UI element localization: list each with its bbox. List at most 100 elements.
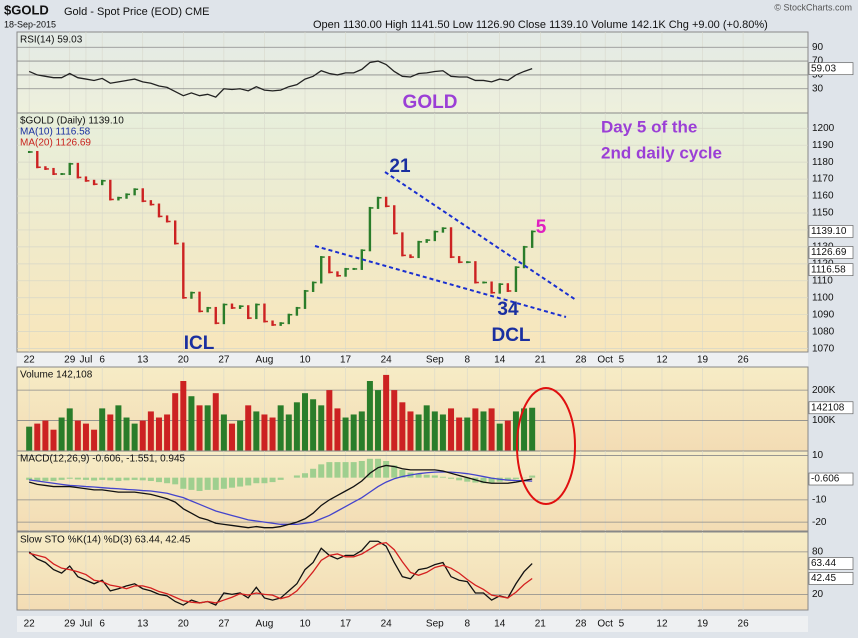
- volume-bar: [448, 408, 455, 451]
- volume-bar: [196, 405, 203, 451]
- x-tick-label: Jul: [80, 355, 93, 366]
- histogram-bar: [180, 477, 187, 489]
- histogram-bar: [326, 462, 333, 478]
- value-badge-label: 59.03: [811, 63, 836, 74]
- panel-label: MA(10) 1116.58: [20, 127, 91, 138]
- panel-background: [16, 112, 809, 353]
- histogram-bar: [131, 477, 138, 480]
- histogram-bar: [66, 477, 73, 479]
- price-bar: [84, 176, 88, 182]
- x-tick-label: 26: [738, 619, 750, 630]
- price-bar: [174, 220, 177, 245]
- annotation: 34: [497, 299, 519, 320]
- value-badge: [808, 472, 854, 486]
- credit: © StockCharts.com: [774, 2, 852, 12]
- y-tick-label: 200K: [812, 385, 836, 396]
- histogram-bar: [448, 477, 455, 479]
- x-tick-label: 27: [218, 355, 230, 366]
- histogram-bar: [399, 469, 406, 478]
- y-tick-label: 100K: [812, 415, 836, 426]
- date: 18-Sep-2015: [4, 19, 56, 29]
- x-tick-label: 24: [381, 619, 393, 630]
- x-tick-label: 27: [218, 619, 230, 630]
- histogram-bar: [155, 477, 162, 483]
- value-badge: [808, 263, 854, 277]
- y-tick-label: 1080: [812, 326, 835, 337]
- price-bar: [368, 206, 372, 252]
- histogram-bar: [358, 461, 365, 478]
- histogram-bar: [164, 477, 171, 484]
- x-tick-label: Aug: [256, 619, 274, 630]
- histogram-bar: [74, 477, 81, 480]
- y-tick-label: 50: [812, 70, 824, 81]
- x-tick-label: Oct: [597, 619, 613, 630]
- x-axis-band: [17, 352, 808, 368]
- price-bar: [263, 303, 266, 323]
- volume-bar: [164, 414, 171, 451]
- x-tick-label: 22: [24, 355, 36, 366]
- volume-bar: [504, 420, 511, 451]
- volume-bar: [139, 420, 146, 451]
- x-tick-label: 28: [575, 355, 587, 366]
- price-bar: [206, 306, 209, 313]
- volume-bar: [82, 423, 89, 451]
- volume-bar: [228, 423, 235, 451]
- histogram-bar: [50, 477, 57, 481]
- volume-bar: [212, 393, 219, 451]
- annotation: Day 5 of the: [601, 117, 697, 136]
- histogram-bar: [366, 458, 373, 478]
- histogram-bar: [253, 477, 260, 484]
- line: [28, 540, 533, 606]
- price-bar: [149, 200, 153, 206]
- x-tick-label: 20: [178, 619, 190, 630]
- x-tick-label: 5: [619, 355, 625, 366]
- price-bar: [125, 193, 128, 199]
- price-bar: [190, 291, 193, 299]
- price-bar: [474, 261, 477, 284]
- highlight-ellipse: [516, 387, 576, 505]
- x-tick-label: Jul: [80, 619, 93, 630]
- volume-bar: [261, 414, 268, 451]
- y-tick-label: 10: [812, 450, 824, 461]
- x-tick-label: Sep: [426, 619, 444, 630]
- y-tick-label: 80: [812, 546, 824, 557]
- histogram-bar: [277, 477, 284, 480]
- x-tick-label: 10: [299, 619, 311, 630]
- volume-bar: [277, 405, 284, 451]
- histogram-bar: [58, 477, 65, 480]
- histogram-bar: [139, 477, 146, 481]
- price-bar: [36, 150, 39, 169]
- price-bar: [384, 196, 388, 208]
- annotation: 5: [536, 217, 547, 238]
- x-tick-label: 13: [137, 355, 149, 366]
- y-tick-label: -10: [812, 495, 827, 506]
- x-tick-label: 29: [64, 355, 76, 366]
- histogram-bar: [529, 475, 536, 478]
- histogram-bar: [123, 477, 130, 481]
- x-tick-label: 20: [178, 355, 190, 366]
- volume-bar: [155, 417, 162, 451]
- volume-bar: [334, 408, 341, 451]
- price-bar: [303, 289, 307, 309]
- histogram-bar: [431, 475, 438, 478]
- y-tick-label: 1200: [812, 123, 835, 134]
- price-bar: [157, 203, 161, 218]
- histogram-bar: [42, 477, 49, 481]
- histogram-bar: [512, 477, 519, 480]
- y-tick-label: 1150: [812, 208, 834, 219]
- line: [28, 60, 533, 98]
- trendline: [384, 171, 577, 301]
- histogram-bar: [334, 462, 341, 478]
- histogram-bar: [456, 477, 463, 481]
- price-bar: [271, 320, 274, 326]
- price-bar: [522, 245, 526, 269]
- x-tick-label: 19: [697, 355, 709, 366]
- line: [28, 464, 533, 529]
- volume-bar: [350, 414, 357, 451]
- histogram-bar: [107, 477, 114, 481]
- price-bar: [449, 227, 453, 259]
- x-tick-label: 5: [619, 619, 625, 630]
- x-tick-label: 8: [464, 355, 470, 366]
- histogram-bar: [350, 462, 357, 478]
- value-badge: [808, 572, 854, 585]
